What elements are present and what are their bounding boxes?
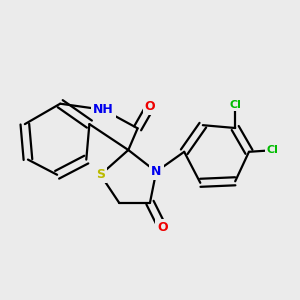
Text: S: S bbox=[96, 168, 105, 181]
Text: Cl: Cl bbox=[229, 100, 241, 110]
Text: O: O bbox=[157, 221, 168, 234]
Text: O: O bbox=[145, 100, 155, 113]
Text: N: N bbox=[151, 165, 161, 178]
Text: NH: NH bbox=[93, 103, 114, 116]
Text: Cl: Cl bbox=[266, 145, 278, 155]
